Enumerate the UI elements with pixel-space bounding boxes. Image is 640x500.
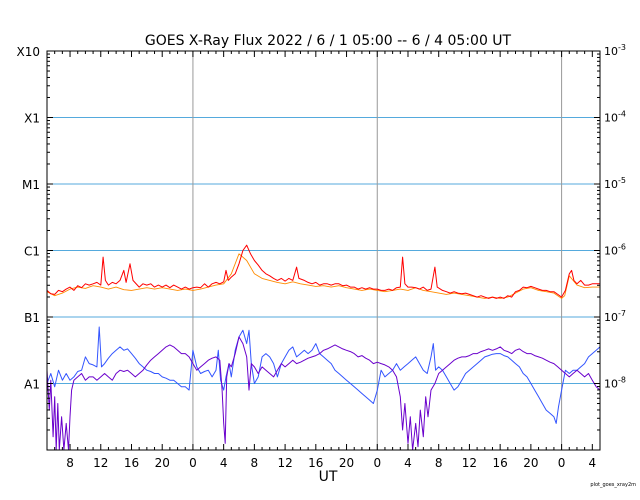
x-tick-labels: 8 12 16 20 0 4 8 12 16 20 0 4 8 12 16 20 0 4 — [66, 456, 596, 470]
series-line-2 — [46, 244, 600, 299]
footer-note: plot_goes_xray2m — [590, 482, 636, 488]
y-left-label: A1 — [24, 378, 40, 392]
x-tick-label: 0 — [558, 456, 566, 470]
y-right-label: 10-8 — [604, 376, 626, 391]
y-left-label: B1 — [24, 311, 40, 325]
x-tick-label: 16 — [124, 456, 139, 470]
y-left-label: C1 — [24, 245, 40, 259]
x-tick-label: 16 — [308, 456, 323, 470]
series-group — [46, 244, 601, 451]
x-tick-label: 8 — [251, 456, 259, 470]
x-tick-label: 4 — [404, 456, 412, 470]
series-line-4 — [46, 336, 601, 451]
y-right-label: 10-6 — [604, 243, 626, 258]
axis-ticks — [47, 50, 600, 450]
y-left-label: M1 — [22, 178, 40, 192]
y-right-labels: 10-3 10-4 10-5 10-6 10-7 10-8 — [604, 43, 626, 391]
x-tick-label: 16 — [493, 456, 508, 470]
x-tick-label: 12 — [93, 456, 108, 470]
x-tick-label: 0 — [189, 456, 197, 470]
x-tick-label: 8 — [66, 456, 74, 470]
x-tick-label: 12 — [462, 456, 477, 470]
y-right-label: 10-5 — [604, 176, 626, 191]
gridlines — [47, 51, 600, 450]
x-axis-title: UT — [319, 469, 338, 485]
y-right-label: 10-7 — [604, 309, 626, 324]
y-left-labels: X10 X1 M1 C1 B1 A1 — [17, 45, 41, 392]
y-right-label: 10-4 — [604, 110, 626, 125]
series-line-3 — [46, 326, 601, 424]
y-right-label: 10-3 — [604, 43, 626, 58]
y-left-label: X10 — [17, 45, 41, 59]
x-tick-label: 4 — [220, 456, 228, 470]
x-tick-label: 20 — [155, 456, 170, 470]
x-tick-label: 8 — [435, 456, 443, 470]
x-tick-label: 0 — [373, 456, 381, 470]
y-left-label: X1 — [24, 112, 40, 126]
chart-title: GOES X-Ray Flux 2022 / 6 / 1 05:00 -- 6 … — [145, 33, 512, 49]
x-tick-label: 20 — [523, 456, 538, 470]
x-tick-label: 12 — [277, 456, 292, 470]
x-tick-label: 20 — [339, 456, 354, 470]
x-tick-label: 4 — [588, 456, 596, 470]
